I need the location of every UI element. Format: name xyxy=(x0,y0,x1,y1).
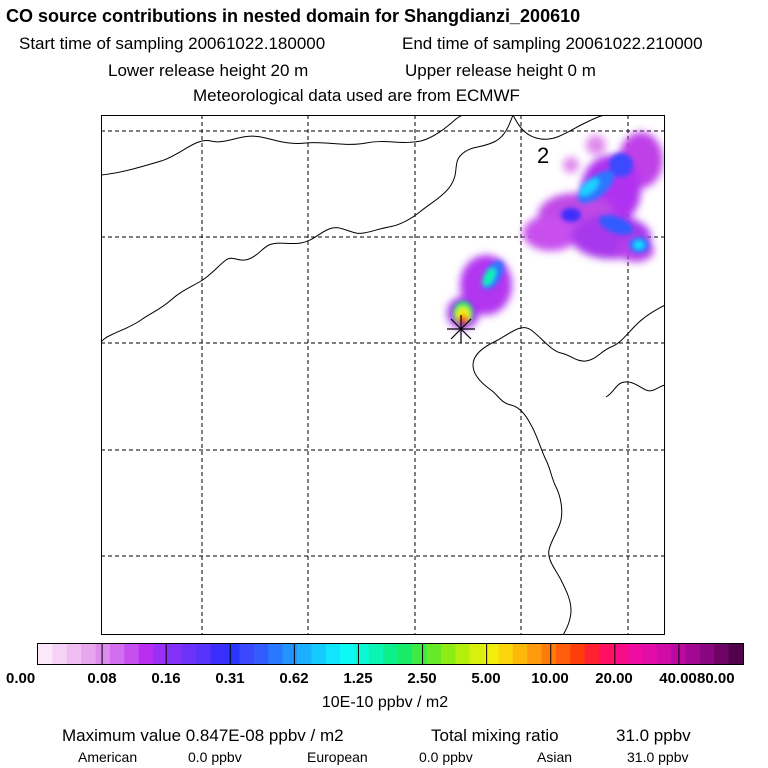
concentration-plume xyxy=(447,132,663,329)
colorbar-swatch xyxy=(81,644,97,664)
colorbar-swatch xyxy=(210,644,226,664)
colorbar-tick-label: 0.00 xyxy=(6,670,36,687)
colorbar-tick-label: 0.16 xyxy=(151,670,181,687)
colorbar-swatch xyxy=(239,644,255,664)
colorbar-swatch xyxy=(124,644,140,664)
colorbar-swatch xyxy=(656,644,672,664)
contour-label: 2 xyxy=(537,143,549,168)
colorbar-swatch xyxy=(38,644,53,664)
colorbar-swatch xyxy=(699,644,715,664)
colorbar-swatch xyxy=(498,644,514,664)
colorbar-swatch xyxy=(52,644,68,664)
graticule xyxy=(101,115,665,635)
colorbar-swatch xyxy=(728,644,744,664)
american-value: 0.0 ppbv xyxy=(188,749,242,765)
colorbar-swatch xyxy=(484,644,500,664)
colorbar-swatch xyxy=(196,644,212,664)
colorbar-swatch xyxy=(412,644,428,664)
colorbar-tick-label: 0.31 xyxy=(215,670,245,687)
colorbar-swatch xyxy=(66,644,82,664)
colorbar-swatch xyxy=(455,644,471,664)
colorbar-swatch xyxy=(95,644,111,664)
colorbar-swatch xyxy=(383,644,399,664)
colorbar-swatch xyxy=(253,644,269,664)
colorbar-swatch xyxy=(527,644,543,664)
colorbar xyxy=(37,643,744,665)
source-location-marker xyxy=(447,315,475,343)
coastlines xyxy=(101,115,665,635)
colorbar-swatch xyxy=(325,644,341,664)
colorbar-swatch xyxy=(426,644,442,664)
colorbar-swatch xyxy=(440,644,456,664)
colorbar-swatch xyxy=(642,644,658,664)
total-mixing-ratio-label: Total mixing ratio xyxy=(431,726,559,745)
colorbar-swatch xyxy=(469,644,485,664)
colorbar-tick-label: 10.00 xyxy=(531,670,569,687)
colorbar-tick-label: 40.00 xyxy=(659,670,697,687)
colorbar-swatch xyxy=(268,644,284,664)
colorbar-swatch xyxy=(714,644,730,664)
colorbar-swatch xyxy=(282,644,298,664)
colorbar-swatch xyxy=(613,644,629,664)
met-data-label: Meteorological data used are from ECMWF xyxy=(193,86,520,105)
european-label: European xyxy=(307,749,368,765)
start-time-label: Start time of sampling 20061022.180000 xyxy=(19,34,326,53)
asian-label: Asian xyxy=(537,749,573,765)
colorbar-swatch xyxy=(311,644,327,664)
colorbar-swatch xyxy=(354,644,370,664)
colorbar-swatch xyxy=(340,644,356,664)
colorbar-swatch xyxy=(570,644,586,664)
colorbar-tick-label: 0.08 xyxy=(87,670,117,687)
lower-release-label: Lower release height 20 m xyxy=(108,61,309,80)
colorbar-swatch xyxy=(627,644,643,664)
asian-value: 31.0 ppbv xyxy=(627,749,689,765)
colorbar-tick-label: 20.00 xyxy=(595,670,633,687)
colorbar-swatch xyxy=(512,644,528,664)
colorbar-swatch xyxy=(225,644,241,664)
map-title: CO source contributions in nested domain… xyxy=(6,6,581,26)
colorbar-tick-label: 2.50 xyxy=(407,670,437,687)
colorbar-swatch xyxy=(153,644,169,664)
colorbar-tick-label: 0.62 xyxy=(279,670,309,687)
colorbar-swatch xyxy=(541,644,557,664)
end-time-label: End time of sampling 20061022.210000 xyxy=(402,34,703,53)
colorbar-tick-label: 1.25 xyxy=(343,670,373,687)
upper-release-label: Upper release height 0 m xyxy=(405,61,596,80)
colorbar-tick-label: 5.00 xyxy=(471,670,501,687)
colorbar-swatch xyxy=(599,644,615,664)
colorbar-tick-label: 80.00 xyxy=(697,670,735,687)
colorbar-swatch xyxy=(296,644,312,664)
colorbar-swatch xyxy=(397,644,413,664)
maximum-value: Maximum value 0.847E-08 ppbv / m2 xyxy=(62,726,344,745)
colorbar-swatch xyxy=(109,644,125,664)
european-value: 0.0 ppbv xyxy=(419,749,473,765)
american-label: American xyxy=(78,749,138,765)
colorbar-swatch xyxy=(584,644,600,664)
colorbar-swatch xyxy=(685,644,701,664)
colorbar-swatch xyxy=(138,644,154,664)
map-frame xyxy=(101,115,665,635)
colorbar-swatch xyxy=(167,644,183,664)
colorbar-swatch xyxy=(368,644,384,664)
total-mixing-ratio-value: 31.0 ppbv xyxy=(616,726,691,745)
colorbar-swatch xyxy=(181,644,197,664)
colorbar-frame xyxy=(37,643,744,665)
colorbar-swatch xyxy=(555,644,571,664)
colorbar-units: 10E-10 ppbv / m2 xyxy=(321,694,449,711)
map-panel: 2 xyxy=(101,115,665,635)
